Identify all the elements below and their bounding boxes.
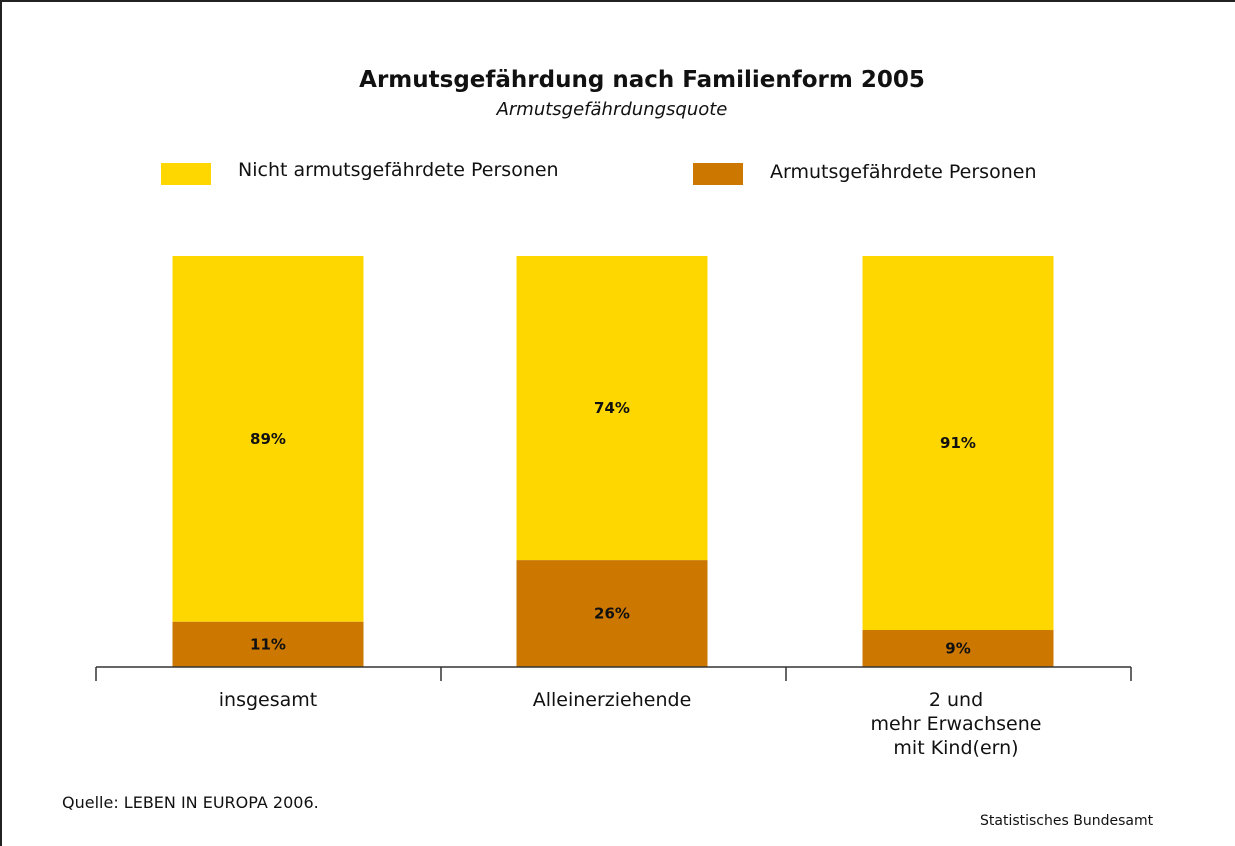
bar-not-at-risk-0 [172, 256, 364, 622]
data-label-at-risk-0: 11% [250, 635, 286, 653]
category-label-1: Alleinerziehende [532, 689, 692, 711]
data-label-not-at-risk-1: 74% [594, 399, 630, 417]
data-label-at-risk-2: 9% [945, 640, 970, 658]
category-label-0: insgesamt [218, 689, 318, 711]
data-label-not-at-risk-0: 89% [250, 430, 286, 448]
bar-not-at-risk-2 [862, 256, 1054, 631]
data-label-not-at-risk-2: 91% [940, 434, 976, 452]
legend-swatch-not-at-risk [161, 163, 211, 185]
chart-subtitle: Armutsgefährdungsquote [496, 99, 728, 120]
bar-at-risk-2 [862, 630, 1054, 667]
source-note: Quelle: LEBEN IN EUROPA 2006. [62, 793, 319, 812]
chart-title: Armutsgefährdung nach Familienform 2005 [359, 67, 925, 93]
bar-at-risk-0 [172, 621, 364, 667]
bar-not-at-risk-1 [516, 256, 708, 561]
bar-at-risk-1 [516, 560, 708, 667]
data-label-at-risk-1: 26% [594, 605, 630, 623]
legend-label-not-at-risk: Nicht armutsgefährdete Personen [238, 159, 559, 181]
legend-swatch-at-risk [693, 163, 743, 185]
publisher-note: Statistisches Bundesamt [980, 813, 1154, 829]
category-label-2: 2 und mehr Erwachsene mit Kind(ern) [870, 689, 1042, 759]
legend-label-at-risk: Armutsgefährdete Personen [770, 161, 1037, 183]
